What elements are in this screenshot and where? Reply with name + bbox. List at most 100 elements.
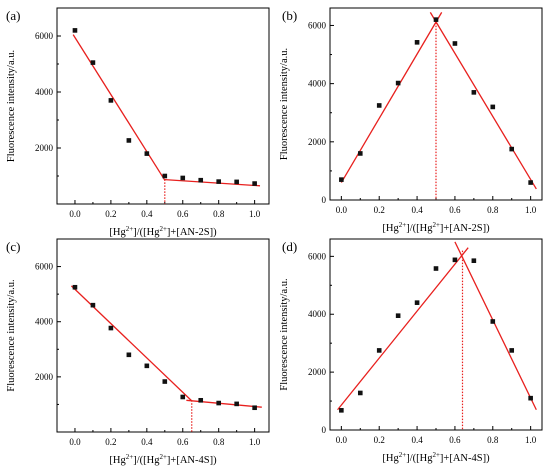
x-axis-label-part: [Hg (109, 455, 126, 466)
fit-line (429, 12, 537, 190)
x-axis-label: [Hg2+]/([Hg2+]+[AN-4S]) (382, 451, 490, 464)
x-tick-label: 0.2 (374, 205, 385, 215)
x-tick-label: 0.8 (213, 437, 225, 447)
x-tick-label: 0.8 (213, 209, 225, 219)
x-axis-label-superscript: 2+ (399, 221, 407, 229)
y-tick-label: 2000 (35, 143, 54, 153)
data-point (490, 319, 496, 324)
y-tick-label: 6000 (35, 262, 54, 272)
data-point (252, 181, 257, 186)
x-tick-label: 0.4 (411, 435, 423, 445)
x-axis-label-superscript: 2+ (159, 225, 167, 233)
data-point (126, 138, 132, 143)
data-point (180, 394, 186, 400)
data-point (216, 400, 221, 406)
y-tick-label: 0 (322, 425, 327, 435)
data-point (72, 284, 78, 290)
x-tick-label: 0.0 (69, 437, 81, 447)
y-tick-label: 6000 (35, 31, 54, 41)
panel-tag: (b) (282, 8, 297, 23)
x-tick-label: 0.4 (411, 205, 423, 215)
data-point (90, 302, 96, 308)
panel-tag: (d) (282, 239, 297, 254)
data-point (376, 348, 382, 353)
data-point (339, 408, 344, 413)
x-tick-label: 0.2 (105, 437, 116, 447)
data-point (528, 395, 533, 401)
x-axis-label: [Hg2+]/([Hg2+]+[AN-2S]) (109, 225, 217, 238)
y-tick-label: 4000 (35, 317, 54, 327)
data-point (452, 41, 458, 46)
fit-line (72, 34, 166, 181)
data-point (216, 179, 221, 184)
x-tick-label: 0.0 (336, 435, 348, 445)
data-point (471, 90, 477, 95)
x-tick-label: 0.8 (487, 435, 499, 445)
data-point (509, 348, 515, 353)
data-point (414, 300, 420, 305)
fit-line (164, 178, 261, 187)
x-tick-label: 1.0 (249, 209, 261, 219)
x-axis-label-part: [Hg (109, 227, 126, 238)
data-point (252, 405, 257, 411)
x-tick-label: 0.2 (374, 435, 385, 445)
x-axis-label-part: ]+[AN-4S]) (167, 455, 217, 466)
data-point (490, 104, 496, 110)
x-axis-label-part: ]/([Hg (406, 223, 433, 234)
data-point (126, 352, 132, 358)
y-axis-label: Fluorescence intensity/a.u. (6, 50, 17, 162)
y-tick-label: 4000 (308, 309, 327, 319)
data-point (180, 175, 186, 181)
x-axis-label-superscript: 2+ (432, 221, 440, 229)
x-axis-label-superscript: 2+ (399, 451, 407, 459)
fit-line (340, 12, 443, 183)
x-axis-label-superscript: 2+ (432, 451, 440, 459)
y-tick-label: 4000 (308, 79, 327, 89)
data-point (162, 379, 168, 384)
x-tick-label: 0.2 (105, 209, 116, 219)
x-tick-label: 0.0 (69, 209, 81, 219)
data-point (198, 397, 204, 403)
y-tick-label: 2000 (308, 367, 327, 377)
data-point (395, 80, 401, 86)
x-tick-label: 1.0 (525, 205, 537, 215)
panel-4: (d)0.0 0.2 0.4 0.6 0.8 1.00200040006000[Hg2+]… (279, 238, 543, 464)
x-axis-label-superscript: 2+ (126, 225, 134, 233)
x-tick-label: 0.4 (141, 209, 153, 219)
y-tick-label: 6000 (308, 20, 327, 30)
x-tick-label: 0.6 (177, 437, 189, 447)
x-axis-label-part: ]/([Hg (133, 455, 160, 466)
y-axis-label: Fluorescence intensity/a.u. (6, 279, 17, 391)
panel-tag: (c) (6, 239, 20, 254)
y-tick-label: 2000 (35, 372, 54, 382)
data-point (509, 146, 515, 152)
x-axis-label-part: [Hg (382, 223, 399, 234)
data-point (234, 179, 239, 185)
plot-frame (56, 238, 270, 433)
data-point (357, 390, 363, 396)
y-tick-label: 6000 (308, 251, 327, 261)
x-axis-label: [Hg2+]/([Hg2+]+[AN-4S]) (109, 453, 217, 466)
fit-line (70, 285, 193, 402)
data-point (339, 177, 344, 182)
data-point (234, 401, 239, 407)
panel-1: (a)0.0 0.2 0.4 0.6 0.8 1.0200040006000[Hg2+]/… (6, 7, 270, 238)
fit-line (186, 399, 262, 408)
x-axis-label: [Hg2+]/([Hg2+]+[AN-2S]) (382, 221, 490, 234)
panel-3: (c)0.0 0.2 0.4 0.6 0.8 1.0200040006000[Hg2+]/… (6, 238, 270, 466)
x-tick-label: 0.6 (449, 435, 461, 445)
data-point (108, 325, 114, 331)
panel-2: (b)0.0 0.2 0.4 0.6 0.8 1.00200040006000[Hg2+]… (279, 7, 543, 234)
x-axis-label-part: ]+[AN-2S]) (167, 227, 217, 238)
x-tick-label: 0.0 (336, 205, 348, 215)
data-point (144, 363, 150, 369)
data-point (471, 258, 477, 264)
x-tick-label: 1.0 (249, 437, 261, 447)
x-axis-label-part: [Hg (382, 453, 399, 464)
data-point (414, 40, 420, 45)
data-point (162, 173, 168, 179)
data-point (452, 257, 458, 263)
data-point (376, 103, 382, 108)
y-tick-label: 2000 (308, 137, 327, 147)
